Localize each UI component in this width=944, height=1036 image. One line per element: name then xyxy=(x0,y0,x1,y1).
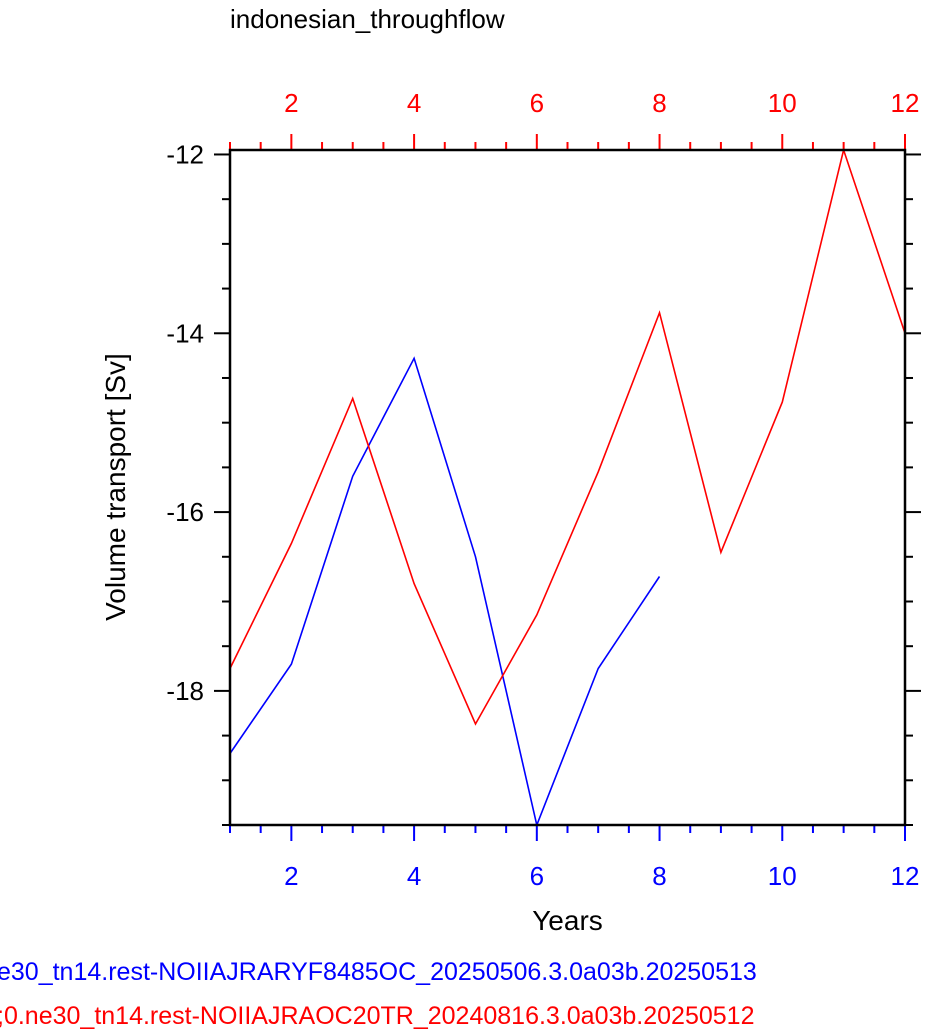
y-tick-label: -18 xyxy=(166,676,204,706)
chart-title: indonesian_throughflow xyxy=(230,4,505,34)
top-x-tick-label: 6 xyxy=(530,88,544,118)
y-tick-label: -12 xyxy=(166,139,204,169)
x-tick-label: 10 xyxy=(768,861,797,891)
top-x-tick-label: 10 xyxy=(768,88,797,118)
top-x-tick-label: 12 xyxy=(891,88,920,118)
bottom-x-axis: 2 4 6 8 10 12 xyxy=(229,825,920,891)
left-y-axis: -12 -14 -16 -18 xyxy=(166,139,230,826)
x-tick-label: 4 xyxy=(407,861,421,891)
y-tick-label: -16 xyxy=(166,497,204,527)
series-line-2 xyxy=(229,147,906,726)
top-x-tick-label: 8 xyxy=(652,88,666,118)
series-layer xyxy=(229,147,906,828)
top-x-tick-label: 4 xyxy=(407,88,421,118)
x-tick-label: 12 xyxy=(891,861,920,891)
y-axis-label: Volume transport [Sv] xyxy=(100,353,131,621)
series-line-1 xyxy=(229,356,661,828)
y-tick-label: -14 xyxy=(166,318,204,348)
x-tick-label: 2 xyxy=(284,861,298,891)
legend-entry-series-2: ;0.ne30_tn14.rest-NOIIAJRAOC20TR_2024081… xyxy=(0,1002,754,1030)
right-y-axis xyxy=(905,153,921,826)
x-tick-label: 6 xyxy=(530,861,544,891)
top-x-tick-label: 2 xyxy=(284,88,298,118)
legend-entry-series-1: e30_tn14.rest-NOIIAJRARYF8485OC_20250506… xyxy=(0,958,757,986)
top-x-axis: 2 4 6 8 10 12 xyxy=(229,88,920,150)
x-axis-label: Years xyxy=(532,905,603,936)
plot-frame xyxy=(228,148,907,827)
x-tick-label: 8 xyxy=(652,861,666,891)
